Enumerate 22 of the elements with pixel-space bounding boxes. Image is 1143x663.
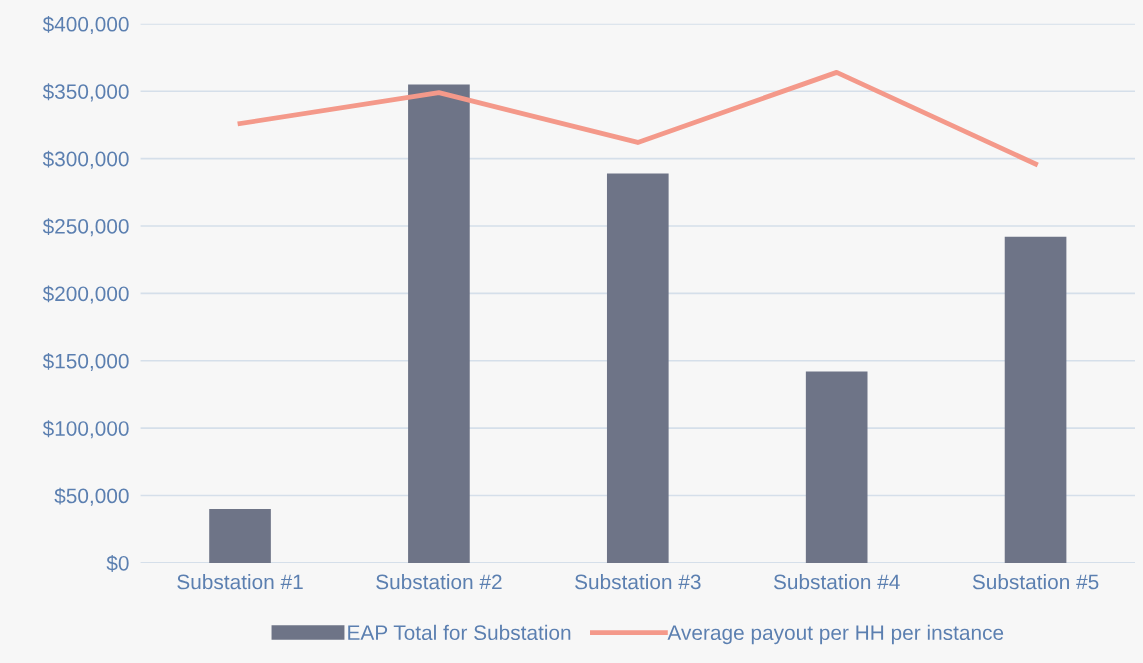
y-tick-label: $50,000 [54, 487, 129, 506]
x-tick-label: Substation #2 [376, 574, 502, 590]
y-tick-label: $0 [106, 555, 129, 572]
y-tick-label: $250,000 [42, 218, 129, 237]
bar [1004, 236, 1067, 563]
x-tick-label: Substation #5 [972, 574, 1099, 590]
bar [606, 173, 669, 563]
bar [805, 371, 868, 563]
y-tick-label: $100,000 [42, 420, 129, 439]
y-tick-label: $150,000 [42, 352, 129, 371]
x-tick-label: Substation #4 [773, 574, 900, 590]
y-tick-label: $200,000 [42, 285, 129, 304]
y-tick-label: $350,000 [42, 83, 129, 102]
bar [408, 84, 470, 563]
legend-label: EAP Total for Substation [348, 624, 571, 641]
legend-label: Average payout per HH per instance [667, 624, 1004, 645]
bar [209, 508, 271, 563]
x-tick-label: Substation #1 [177, 574, 303, 590]
y-tick-label: $400,000 [42, 15, 129, 35]
y-tick-label: $300,000 [42, 150, 129, 169]
x-tick-label: Substation #3 [575, 574, 701, 590]
line-series [237, 69, 1038, 167]
